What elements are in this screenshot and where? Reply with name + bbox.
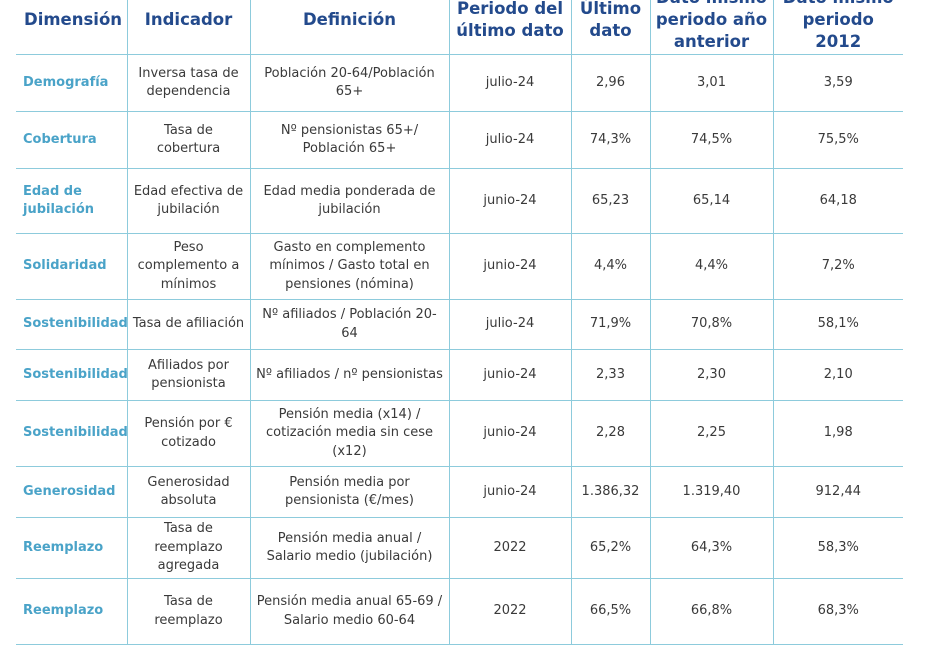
- cell-latest: 2,33: [570, 349, 651, 401]
- cell-prev-year: 2,25: [649, 400, 774, 467]
- pension-indicators-table-container: Dimensión Indicador Definición Periodo d…: [16, 0, 903, 645]
- cell-dimension: Demografía: [16, 54, 128, 112]
- cell-latest: 74,3%: [570, 111, 651, 169]
- table-row: Generosidad Generosidad absoluta Pensión…: [16, 466, 903, 518]
- cell-prev-year: 66,8%: [649, 578, 774, 645]
- cell-latest: 65,2%: [570, 517, 651, 579]
- cell-indicator: Pensión por € cotizado: [126, 400, 251, 467]
- cell-definition: Población 20-64/Población 65+: [249, 54, 450, 112]
- cell-period: 2022: [448, 578, 572, 645]
- cell-definition: Gasto en complemento mínimos / Gasto tot…: [249, 233, 450, 300]
- cell-2012: 2,10: [772, 349, 903, 401]
- cell-latest: 71,9%: [570, 299, 651, 350]
- table-row: Demografía Inversa tasa de dependencia P…: [16, 54, 903, 112]
- cell-indicator: Tasa de afiliación: [126, 299, 251, 350]
- cell-period: julio-24: [448, 299, 572, 350]
- cell-prev-year: 74,5%: [649, 111, 774, 169]
- cell-dimension: Sostenibilidad: [16, 400, 128, 467]
- cell-2012: 7,2%: [772, 233, 903, 300]
- table-row: Cobertura Tasa de cobertura Nº pensionis…: [16, 111, 903, 169]
- cell-period: junio-24: [448, 168, 572, 234]
- cell-latest: 66,5%: [570, 578, 651, 645]
- cell-2012: 912,44: [772, 466, 903, 518]
- cell-period: junio-24: [448, 400, 572, 467]
- cell-dimension: Cobertura: [16, 111, 128, 169]
- cell-period: junio-24: [448, 233, 572, 300]
- cell-prev-year: 3,01: [649, 54, 774, 112]
- cell-indicator: Edad efectiva de jubilación: [126, 168, 251, 234]
- cell-definition: Edad media ponderada de jubilación: [249, 168, 450, 234]
- cell-2012: 3,59: [772, 54, 903, 112]
- cell-dimension: Sostenibilidad: [16, 349, 128, 401]
- table-row: Edad de jubilación Edad efectiva de jubi…: [16, 168, 903, 234]
- cell-period: junio-24: [448, 466, 572, 518]
- table-row: Solidaridad Peso complemento a mínimos G…: [16, 233, 903, 300]
- cell-definition: Pensión media por pensionista (€/mes): [249, 466, 450, 518]
- header-dimension: Dimensión: [16, 0, 128, 55]
- cell-prev-year: 70,8%: [649, 299, 774, 350]
- cell-period: junio-24: [448, 349, 572, 401]
- cell-2012: 58,1%: [772, 299, 903, 350]
- cell-2012: 58,3%: [772, 517, 903, 579]
- cell-dimension: Edad de jubilación: [16, 168, 128, 234]
- cell-latest: 65,23: [570, 168, 651, 234]
- cell-prev-year: 1.319,40: [649, 466, 774, 518]
- cell-definition: Nº afiliados / Población 20-64: [249, 299, 450, 350]
- cell-dimension: Reemplazo: [16, 517, 128, 579]
- cell-definition: Nº pensionistas 65+/ Población 65+: [249, 111, 450, 169]
- header-indicator: Indicador: [126, 0, 251, 55]
- cell-dimension: Generosidad: [16, 466, 128, 518]
- cell-2012: 68,3%: [772, 578, 903, 645]
- table-row: Reemplazo Tasa de reemplazo Pensión medi…: [16, 578, 903, 645]
- cell-2012: 64,18: [772, 168, 903, 234]
- cell-period: julio-24: [448, 111, 572, 169]
- cell-prev-year: 64,3%: [649, 517, 774, 579]
- header-latest: Último dato: [570, 0, 651, 55]
- pension-indicators-table: Dimensión Indicador Definición Periodo d…: [16, 0, 903, 645]
- cell-indicator: Tasa de reemplazo agregada: [126, 517, 251, 579]
- cell-period: 2022: [448, 517, 572, 579]
- cell-period: julio-24: [448, 54, 572, 112]
- header-2012: Dato mismo periodo 2012: [772, 0, 903, 55]
- table-row: Sostenibilidad Tasa de afiliación Nº afi…: [16, 299, 903, 350]
- cell-prev-year: 4,4%: [649, 233, 774, 300]
- cell-prev-year: 2,30: [649, 349, 774, 401]
- cell-prev-year: 65,14: [649, 168, 774, 234]
- cell-latest: 2,96: [570, 54, 651, 112]
- cell-indicator: Tasa de cobertura: [126, 111, 251, 169]
- cell-latest: 1.386,32: [570, 466, 651, 518]
- header-row: Dimensión Indicador Definición Periodo d…: [16, 0, 903, 55]
- table-row: Sostenibilidad Afiliados por pensionista…: [16, 349, 903, 401]
- cell-latest: 4,4%: [570, 233, 651, 300]
- cell-definition: Pensión media anual / Salario medio (jub…: [249, 517, 450, 579]
- cell-2012: 1,98: [772, 400, 903, 467]
- cell-indicator: Generosidad absoluta: [126, 466, 251, 518]
- header-period: Periodo del último dato: [448, 0, 572, 55]
- cell-dimension: Reemplazo: [16, 578, 128, 645]
- cell-indicator: Inversa tasa de dependencia: [126, 54, 251, 112]
- cell-definition: Pensión media (x14) / cotización media s…: [249, 400, 450, 467]
- cell-indicator: Afiliados por pensionista: [126, 349, 251, 401]
- cell-dimension: Sostenibilidad: [16, 299, 128, 350]
- cell-latest: 2,28: [570, 400, 651, 467]
- cell-dimension: Solidaridad: [16, 233, 128, 300]
- cell-indicator: Peso complemento a mínimos: [126, 233, 251, 300]
- header-prev-year: Dato mismo periodo año anterior: [649, 0, 774, 55]
- cell-definition: Pensión media anual 65-69 / Salario medi…: [249, 578, 450, 645]
- cell-indicator: Tasa de reemplazo: [126, 578, 251, 645]
- cell-2012: 75,5%: [772, 111, 903, 169]
- cell-definition: Nº afiliados / nº pensionistas: [249, 349, 450, 401]
- table-row: Reemplazo Tasa de reemplazo agregada Pen…: [16, 517, 903, 579]
- header-definition: Definición: [249, 0, 450, 55]
- table-row: Sostenibilidad Pensión por € cotizado Pe…: [16, 400, 903, 467]
